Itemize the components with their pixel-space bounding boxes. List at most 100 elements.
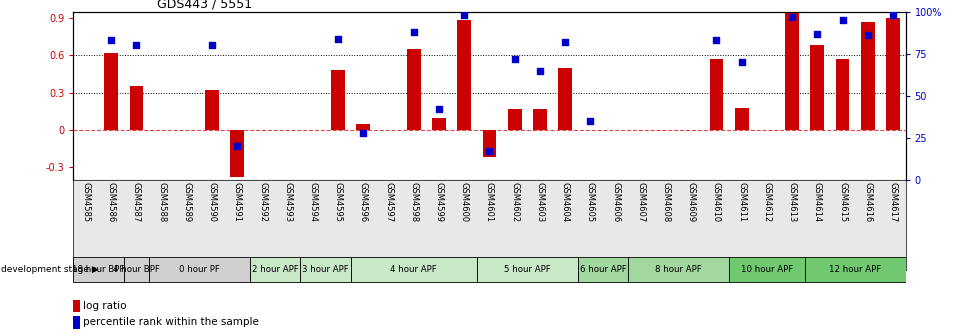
Bar [124,257,149,283]
Bar [784,9,798,130]
Text: GSM4597: GSM4597 [383,182,393,223]
Text: GSM4595: GSM4595 [333,182,342,222]
Text: GSM4615: GSM4615 [837,182,846,223]
Bar [734,108,748,130]
Bar [73,257,124,283]
Point [204,43,220,48]
Text: percentile rank within the sample: percentile rank within the sample [83,317,259,327]
Bar [532,109,547,130]
Text: GSM4600: GSM4600 [460,182,468,223]
Text: GSM4587: GSM4587 [132,182,141,223]
Text: GSM4614: GSM4614 [812,182,821,223]
Bar [73,300,80,312]
Text: GSM4607: GSM4607 [636,182,645,223]
Bar [105,53,118,130]
Text: GSM4613: GSM4613 [786,182,796,223]
Point [859,33,874,38]
Bar [557,68,571,130]
Point [556,39,572,45]
Text: development stage ▶: development stage ▶ [1,265,99,274]
Bar [431,118,446,130]
Text: GSM4606: GSM4606 [610,182,619,223]
Text: GSM4609: GSM4609 [686,182,695,223]
Bar [129,86,143,130]
Point [834,17,850,23]
Text: GSM4599: GSM4599 [434,182,443,222]
Point [734,59,749,65]
Bar [577,257,628,283]
Point [229,143,244,149]
Text: 4 hour APF: 4 hour APF [390,264,437,274]
Bar [73,316,80,329]
Bar [407,49,421,130]
Point [532,68,548,73]
Text: log ratio: log ratio [83,301,126,311]
Bar [482,130,496,157]
Bar [508,109,521,130]
Text: GSM4585: GSM4585 [81,182,90,223]
Bar [230,130,244,177]
Bar [885,18,899,130]
Point [456,12,471,18]
Text: 12 hour APF: 12 hour APF [828,264,880,274]
Point [481,149,497,154]
Point [582,118,598,124]
Text: GSM4596: GSM4596 [359,182,368,223]
Text: GSM4608: GSM4608 [661,182,670,223]
Text: GSM4592: GSM4592 [258,182,267,222]
Bar [300,257,350,283]
Bar [804,257,905,283]
Text: 2 hour APF: 2 hour APF [251,264,298,274]
Point [355,130,371,135]
Text: GSM4590: GSM4590 [207,182,216,222]
Text: 10 hour APF: 10 hour APF [740,264,792,274]
Point [406,29,422,35]
Bar [810,45,823,130]
Bar [350,257,476,283]
Point [128,43,144,48]
Point [330,36,345,41]
Text: GSM4616: GSM4616 [863,182,871,223]
Text: GSM4601: GSM4601 [484,182,494,223]
Text: GSM4593: GSM4593 [283,182,292,223]
Point [783,14,799,19]
Text: GSM4610: GSM4610 [711,182,720,223]
Text: 5 hour APF: 5 hour APF [504,264,551,274]
Text: GDS443 / 5551: GDS443 / 5551 [156,0,251,11]
Bar [205,90,219,130]
Point [430,107,446,112]
Text: GSM4589: GSM4589 [182,182,192,223]
Point [507,56,522,61]
Text: GSM4617: GSM4617 [888,182,897,223]
Bar [476,257,577,283]
Text: 6 hour APF: 6 hour APF [579,264,626,274]
Point [104,38,119,43]
Text: GSM4591: GSM4591 [233,182,242,222]
Bar [835,59,849,130]
Text: 3 hour APF: 3 hour APF [302,264,348,274]
Text: GSM4611: GSM4611 [736,182,745,223]
Point [884,12,900,18]
Text: GSM4586: GSM4586 [107,182,115,223]
Text: 8 hour APF: 8 hour APF [654,264,701,274]
Text: 0 hour PF: 0 hour PF [179,264,220,274]
Text: 4 hour BPF: 4 hour BPF [112,264,159,274]
Text: GSM4598: GSM4598 [409,182,418,223]
Text: GSM4602: GSM4602 [510,182,518,223]
Text: GSM4594: GSM4594 [308,182,317,222]
Bar [628,257,729,283]
Bar [149,257,249,283]
Bar [729,257,804,283]
Text: GSM4588: GSM4588 [157,182,166,223]
Bar [457,20,470,130]
Text: GSM4612: GSM4612 [762,182,771,223]
Bar [356,124,370,130]
Point [708,38,724,43]
Bar [709,59,723,130]
Text: 18 hour BPF: 18 hour BPF [72,264,125,274]
Text: GSM4605: GSM4605 [585,182,595,223]
Bar [249,257,300,283]
Point [809,31,824,36]
Bar [331,70,345,130]
Text: GSM4603: GSM4603 [535,182,544,223]
